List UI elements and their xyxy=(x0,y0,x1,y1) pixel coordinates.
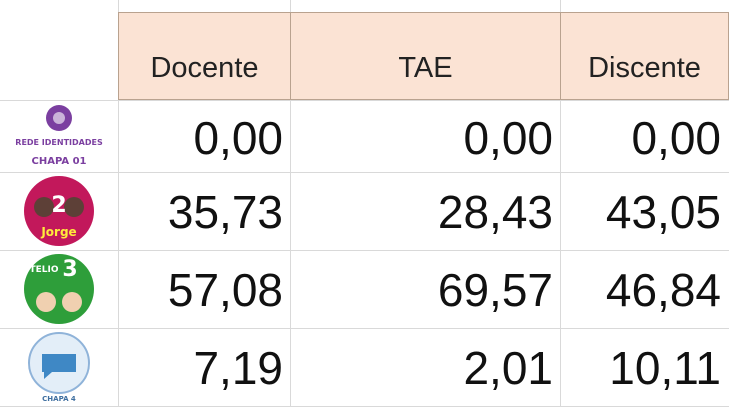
cell-value: 7,19 xyxy=(118,330,291,406)
logo-text: CHAPA 01 xyxy=(32,156,87,167)
cell-value: 46,84 xyxy=(560,252,729,328)
grid-line xyxy=(0,328,729,329)
cell-value: 2,01 xyxy=(290,330,561,406)
logo-text: TELIO xyxy=(29,265,58,275)
logo: CHAPA 4 xyxy=(14,330,104,404)
column-header: Discente xyxy=(560,12,729,100)
logo: REDE IDENTIDADES CHAPA 01 xyxy=(14,100,104,174)
cell-value: 57,08 xyxy=(118,252,291,328)
logo-text: REDE IDENTIDADES xyxy=(15,138,103,147)
cell-value: 69,57 xyxy=(290,252,561,328)
cell-value: 28,43 xyxy=(290,174,561,250)
column-header: Docente xyxy=(118,12,291,100)
cell-value: 35,73 xyxy=(118,174,291,250)
cell-value: 0,00 xyxy=(290,100,561,176)
logo: TELIO 3 xyxy=(14,252,104,326)
logo-text: 2 xyxy=(51,193,66,218)
logo-text: 3 xyxy=(62,257,77,282)
column-header: TAE xyxy=(290,12,561,100)
logo-text: CHAPA 4 xyxy=(42,395,76,403)
cell-value: 10,11 xyxy=(560,330,729,406)
cell-value: 0,00 xyxy=(560,100,729,176)
cell-value: 43,05 xyxy=(560,174,729,250)
cell-value: 0,00 xyxy=(118,100,291,176)
logo-text: Jorge xyxy=(40,225,76,239)
page: Docente TAE Discente REDE IDENTIDADES CH… xyxy=(0,0,729,407)
logo: 2 Jorge xyxy=(14,174,104,248)
grid-line xyxy=(0,250,729,251)
